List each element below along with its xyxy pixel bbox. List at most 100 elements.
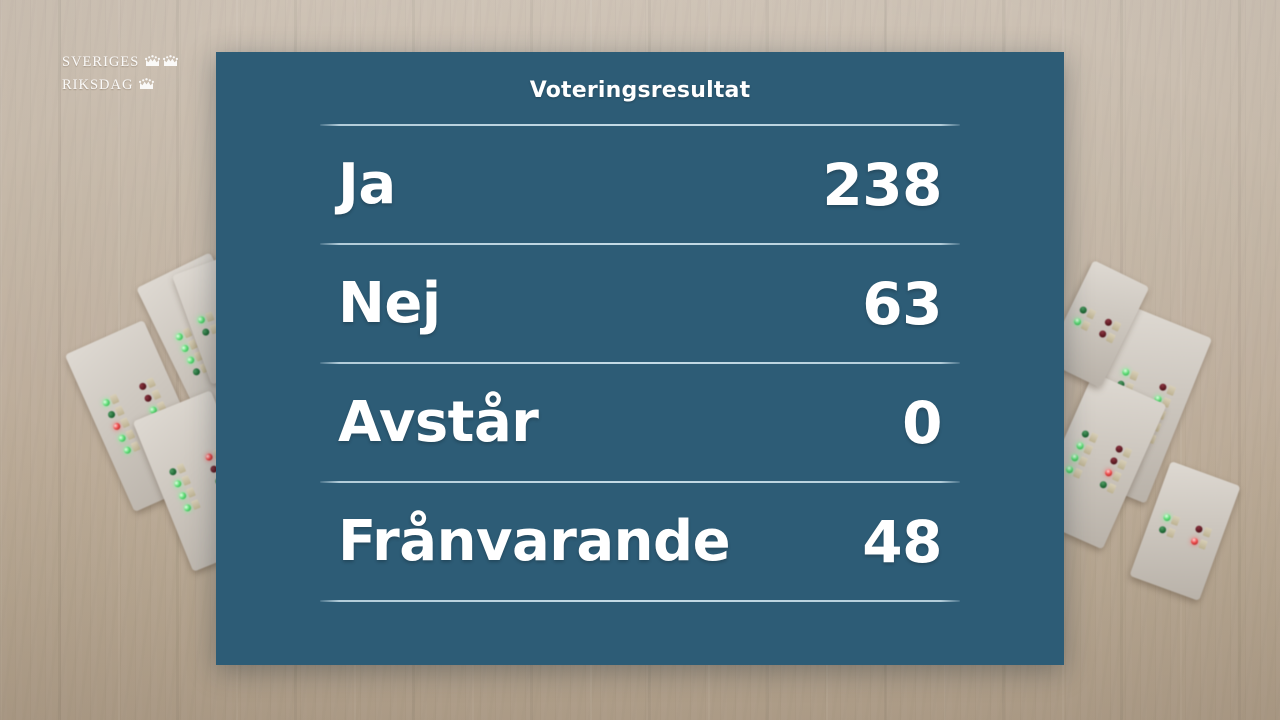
table-divider xyxy=(320,124,960,126)
voting-result-panel: Voteringsresultat Ja 238 Nej 63 Avstår 0… xyxy=(216,52,1064,665)
result-value: 0 xyxy=(902,388,942,457)
voting-slot xyxy=(1103,317,1122,332)
voting-slot xyxy=(1072,316,1091,332)
voting-slot xyxy=(182,499,201,513)
led-green-indicator xyxy=(1080,429,1090,439)
voting-card xyxy=(1105,332,1116,344)
voting-slot xyxy=(1098,328,1116,344)
voting-card xyxy=(1086,308,1097,320)
page-title: Voteringsresultat xyxy=(529,78,751,103)
voting-card xyxy=(1111,320,1122,332)
sveriges-riksdag-logo: SVERIGES xyxy=(62,50,179,92)
voting-card xyxy=(145,376,156,388)
result-value: 238 xyxy=(822,150,942,219)
led-green-indicator xyxy=(1162,513,1172,523)
voting-slot xyxy=(172,475,191,489)
led-green-indicator xyxy=(182,503,192,513)
voting-card xyxy=(130,440,141,452)
led-green-indicator xyxy=(172,479,182,489)
led-green-indicator xyxy=(1075,441,1085,451)
crown-icon xyxy=(145,55,161,66)
table-row: Avstår 0 xyxy=(320,364,960,481)
crown-group-top xyxy=(145,55,179,69)
logo-line-1: SVERIGES xyxy=(62,53,140,70)
led-red-indicator xyxy=(143,393,153,403)
led-green-indicator xyxy=(122,445,132,455)
logo-row-top: SVERIGES xyxy=(62,50,179,70)
led-red-indicator xyxy=(111,421,122,431)
led-red-indicator xyxy=(1108,456,1119,466)
voting-card xyxy=(1072,467,1083,479)
voting-card xyxy=(190,499,201,511)
voting-slot xyxy=(196,311,215,326)
result-value: 63 xyxy=(862,269,942,338)
voting-card xyxy=(1111,470,1122,482)
voting-slot xyxy=(122,440,141,456)
voting-card xyxy=(1116,458,1127,470)
led-red-indicator xyxy=(1190,536,1200,546)
crown-icon xyxy=(163,55,179,66)
led-red-indicator xyxy=(1114,444,1124,454)
led-green-indicator xyxy=(167,467,177,477)
voting-card xyxy=(175,463,186,475)
voting-slot xyxy=(1158,524,1176,539)
result-label: Nej xyxy=(338,270,441,336)
voting-slot xyxy=(1158,381,1177,396)
voting-slot xyxy=(1075,440,1093,455)
table-row: Frånvarande 48 xyxy=(320,483,960,600)
voting-slot xyxy=(1114,443,1132,459)
voting-slot xyxy=(1064,464,1083,479)
voting-card xyxy=(1202,526,1213,538)
voting-card xyxy=(204,311,215,323)
result-label: Avstår xyxy=(338,389,539,455)
result-value: 48 xyxy=(862,507,942,576)
voting-slot xyxy=(1080,428,1099,444)
led-green-indicator xyxy=(180,343,190,354)
led-red-indicator xyxy=(1194,524,1204,534)
led-red-indicator xyxy=(1103,468,1113,478)
result-label: Frånvarande xyxy=(338,508,731,574)
led-green-indicator xyxy=(1098,479,1108,490)
led-red-indicator xyxy=(1158,382,1168,392)
voting-card xyxy=(1077,455,1088,467)
voting-card xyxy=(119,416,130,428)
led-red-indicator xyxy=(137,381,148,391)
led-green-indicator xyxy=(1069,452,1079,463)
logo-row-bottom: RIKSDAG xyxy=(62,73,178,92)
voting-card xyxy=(1170,515,1181,527)
voting-slot xyxy=(1069,452,1088,467)
led-green-indicator xyxy=(200,327,210,337)
led-green-indicator xyxy=(196,315,206,325)
voting-card xyxy=(109,393,120,405)
crown-group-bottom xyxy=(139,78,155,92)
led-green-indicator xyxy=(177,491,187,501)
voting-slot xyxy=(1194,524,1213,538)
voting-slot xyxy=(1121,366,1140,381)
voting-slot xyxy=(167,463,186,477)
table-row: Nej 63 xyxy=(320,245,960,362)
voting-slot xyxy=(1098,479,1117,494)
voting-card xyxy=(1106,482,1117,494)
voting-card xyxy=(185,487,196,499)
table-row: Ja 238 xyxy=(320,126,960,243)
crown-icon xyxy=(139,78,155,89)
led-green-indicator xyxy=(1121,367,1131,377)
voting-card xyxy=(1121,447,1132,459)
voting-slot xyxy=(1108,455,1127,470)
led-green-indicator xyxy=(106,409,116,419)
voting-card xyxy=(1082,443,1093,455)
table-divider xyxy=(320,481,960,483)
led-green-indicator xyxy=(1064,464,1074,475)
voting-card xyxy=(1166,527,1176,539)
voting-card xyxy=(125,428,136,440)
results-table: Ja 238 Nej 63 Avstår 0 Frånvarande 48 xyxy=(320,124,960,602)
voting-slot xyxy=(177,487,196,501)
led-green-indicator xyxy=(101,397,111,407)
voting-slot xyxy=(1190,536,1208,550)
voting-slot xyxy=(1078,304,1097,320)
led-green-indicator xyxy=(186,355,196,365)
led-green-indicator xyxy=(191,367,202,377)
voting-card xyxy=(1166,384,1177,396)
result-label: Ja xyxy=(338,151,396,217)
